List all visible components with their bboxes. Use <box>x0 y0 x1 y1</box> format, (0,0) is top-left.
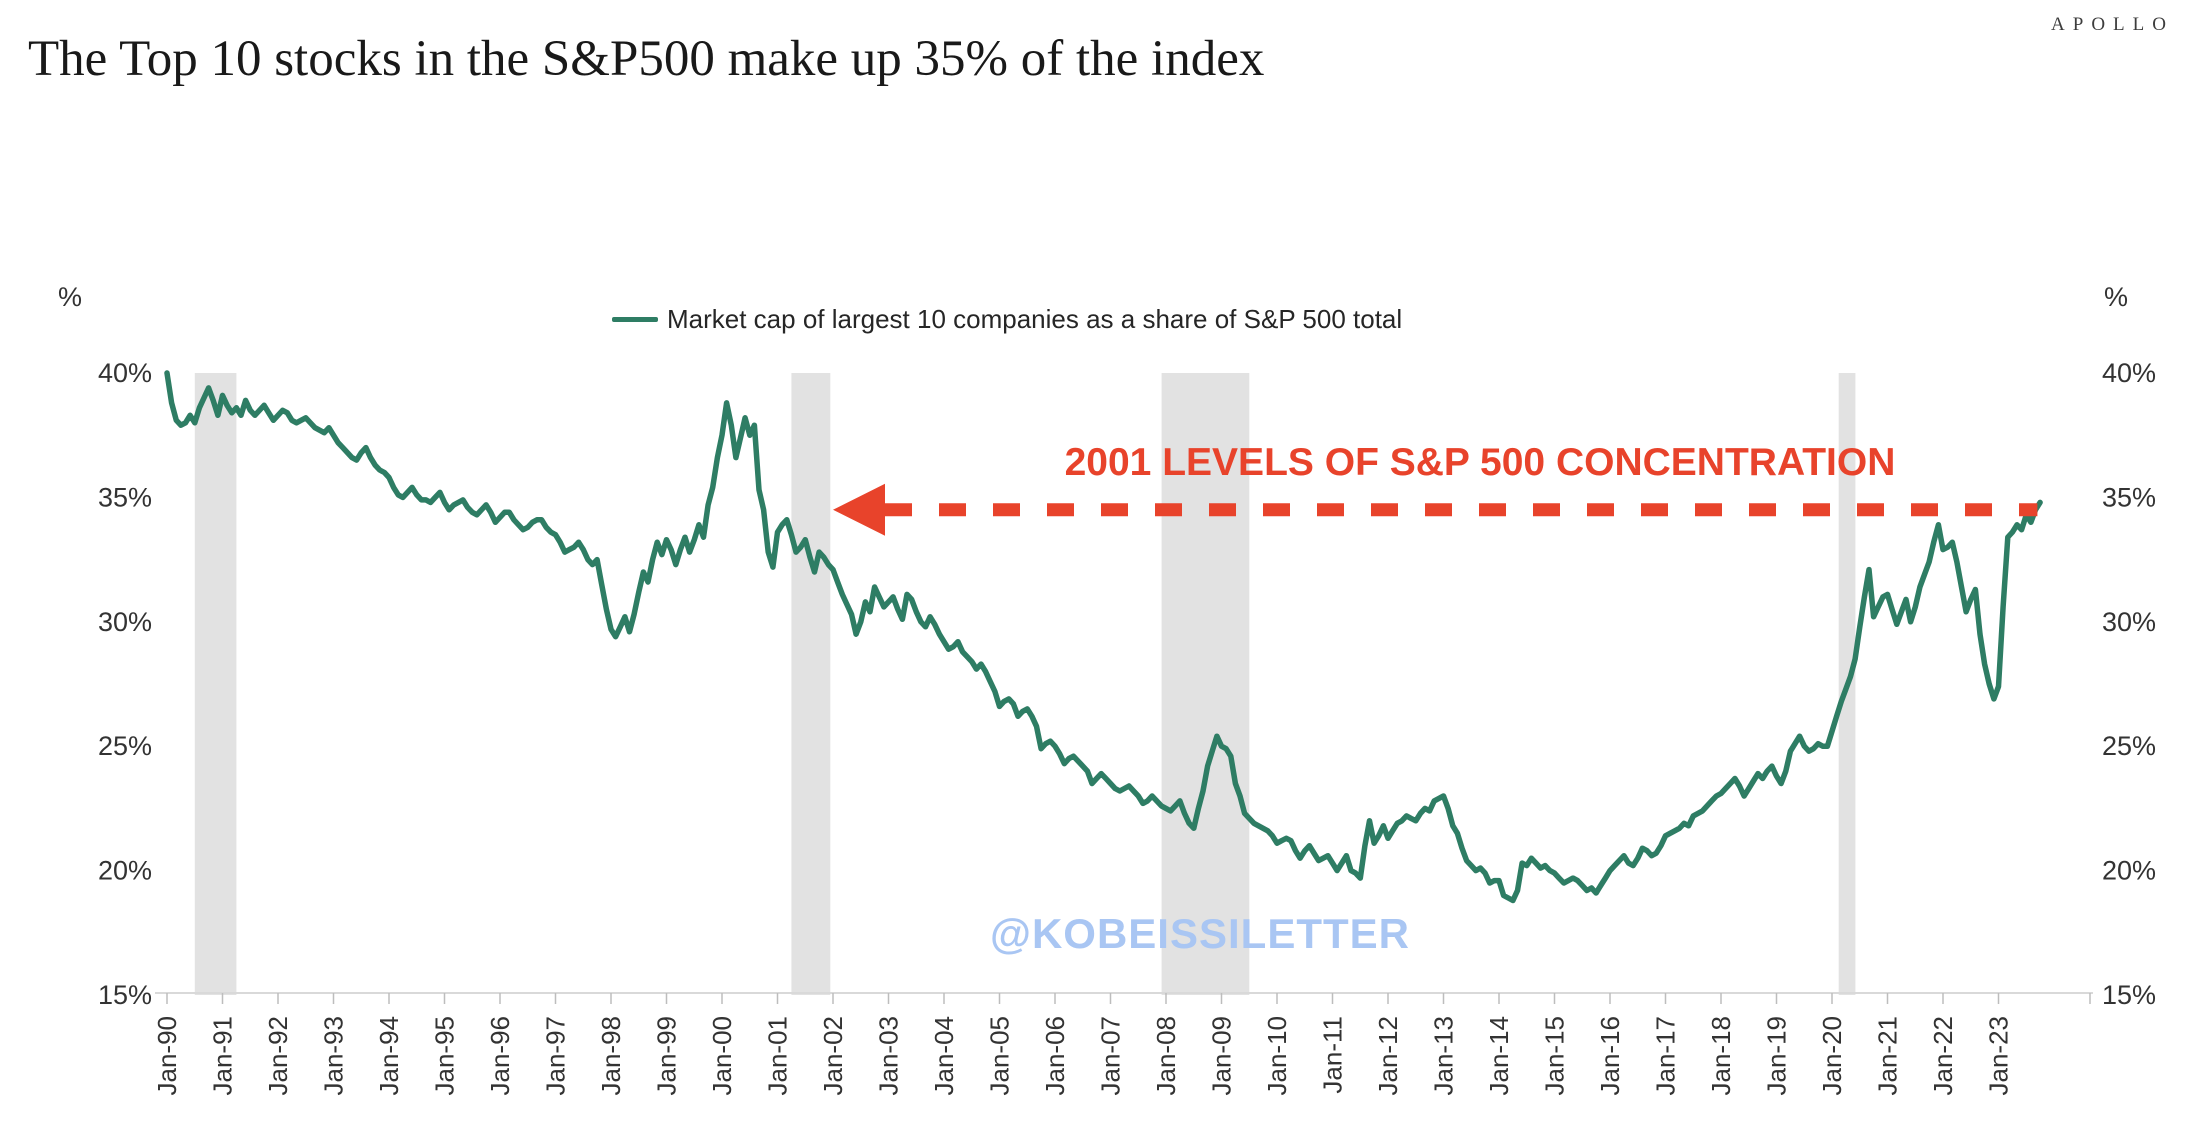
legend: Market cap of largest 10 companies as a … <box>612 304 1402 335</box>
x-tick-label: Jan-13 <box>1429 1016 1459 1096</box>
x-tick-label: Jan-08 <box>1151 1016 1181 1096</box>
annotation-text: 2001 LEVELS OF S&P 500 CONCENTRATION <box>1064 441 1896 484</box>
page-title: The Top 10 stocks in the S&P500 make up … <box>28 31 1265 87</box>
x-tick-label: Jan-18 <box>1706 1016 1736 1096</box>
x-tick-label: Jan-96 <box>485 1016 515 1096</box>
x-tick-label: Jan-95 <box>430 1016 460 1096</box>
x-tick-label: Jan-07 <box>1096 1016 1126 1096</box>
x-tick-label: Jan-98 <box>596 1016 626 1096</box>
x-tick-label: Jan-17 <box>1651 1016 1681 1096</box>
x-tick-label: Jan-15 <box>1540 1016 1570 1096</box>
x-tick-label: Jan-11 <box>1318 1016 1348 1094</box>
y-tick-label-right: 25% <box>2102 731 2156 761</box>
x-tick-label: Jan-90 <box>152 1016 182 1096</box>
y-tick-label-right: 35% <box>2102 482 2156 512</box>
x-tick-label: Jan-19 <box>1762 1016 1792 1096</box>
annotation-arrow <box>833 483 2038 536</box>
x-tick-label: Jan-23 <box>1984 1016 2014 1096</box>
y-tick-label-left: 20% <box>98 856 152 886</box>
watermark: @KOBEISSILETTER <box>990 910 1410 957</box>
x-tick-label: Jan-97 <box>541 1016 571 1096</box>
x-tick-label: Jan-21 <box>1873 1016 1903 1096</box>
recession-band <box>791 373 831 995</box>
y-tick-label-right: 40% <box>2102 358 2156 388</box>
x-tick-label: Jan-16 <box>1595 1016 1625 1096</box>
x-tick-label: Jan-06 <box>1040 1016 1070 1096</box>
x-tick-label: Jan-14 <box>1484 1016 1514 1096</box>
legend-line-swatch <box>612 317 658 322</box>
legend-label: Market cap of largest 10 companies as a … <box>667 304 1403 334</box>
x-tick-label: Jan-03 <box>874 1016 904 1096</box>
x-tick-label: Jan-92 <box>263 1016 293 1096</box>
x-axis: Jan-90 Jan-91 Jan-92 Jan-93 Jan-94 Jan-95 Jan-… <box>152 992 2093 1096</box>
y-tick-label-left: 35% <box>98 482 152 512</box>
recession-band <box>194 373 237 995</box>
x-tick-label: Jan-02 <box>818 1016 848 1096</box>
x-tick-label: Jan-93 <box>319 1016 349 1096</box>
series-line <box>164 370 2043 904</box>
x-tick-label: Jan-20 <box>1817 1016 1847 1096</box>
y-tick-label-left: 30% <box>98 607 152 637</box>
x-tick-label: Jan-10 <box>1262 1016 1292 1096</box>
x-tick-label: Jan-00 <box>707 1016 737 1096</box>
x-tick-label: Jan-09 <box>1207 1016 1237 1096</box>
recession-bands <box>194 373 1856 995</box>
y-tick-label-left: 25% <box>98 731 152 761</box>
y-tick-label-right: 30% <box>2102 607 2156 637</box>
apollo-logo: APOLLO <box>2051 14 2174 35</box>
y-axis-unit-right: % <box>2104 282 2129 312</box>
recession-band <box>1161 373 1250 995</box>
x-tick-label: Jan-12 <box>1373 1016 1403 1096</box>
arrowhead-icon <box>833 483 885 536</box>
y-axis-unit-left: % <box>58 282 83 312</box>
x-tick-label: Jan-04 <box>929 1016 959 1096</box>
x-tick-label: Jan-91 <box>208 1016 238 1096</box>
x-tick-label: Jan-22 <box>1928 1016 1958 1096</box>
y-tick-label-right: 15% <box>2102 980 2156 1010</box>
x-tick-label: Jan-94 <box>374 1016 404 1096</box>
x-tick-label: Jan-01 <box>763 1016 793 1096</box>
y-tick-label-left: 15% <box>98 980 152 1010</box>
y-tick-label-right: 20% <box>2102 856 2156 886</box>
x-tick-label: Jan-05 <box>985 1016 1015 1096</box>
y-tick-label-left: 40% <box>98 358 152 388</box>
x-tick-label: Jan-99 <box>652 1016 682 1096</box>
y-axis-labels: 40% 40% 35% 35% 30% 30% 25% 25% 20% 20% 15% 15% <box>98 358 2156 1010</box>
